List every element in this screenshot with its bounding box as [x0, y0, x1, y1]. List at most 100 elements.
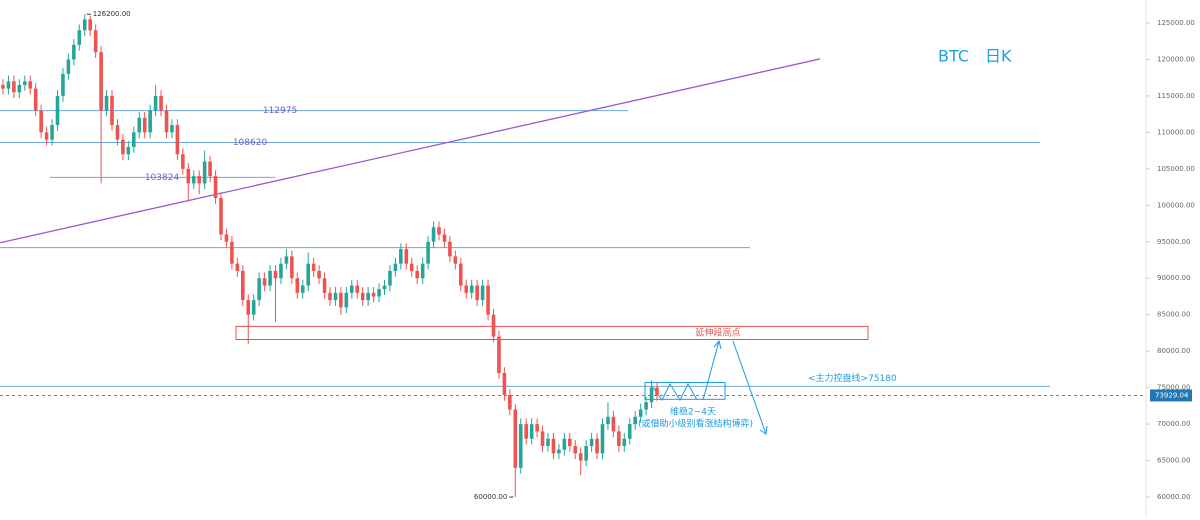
candle-body: [191, 176, 196, 184]
candle-body: [551, 438, 556, 454]
level-label: 112975: [263, 106, 297, 116]
zone-box: [235, 325, 869, 341]
candle-body: [622, 438, 627, 446]
candle-body: [137, 117, 142, 133]
candle-body: [306, 263, 310, 286]
candle-body: [562, 438, 567, 450]
candle-body: [644, 402, 648, 410]
y-tick-label: 85000.00: [1157, 311, 1190, 319]
candle-body: [627, 424, 632, 439]
candle-body: [300, 285, 305, 293]
y-tick-label: 120000.00: [1157, 55, 1195, 63]
candle-body: [611, 416, 616, 432]
candle-body: [633, 416, 637, 425]
candle-body: [23, 81, 27, 85]
candle-body: [502, 373, 507, 395]
candle-body: [415, 270, 419, 279]
candle-body: [110, 95, 114, 126]
candle-body: [442, 234, 447, 242]
candle-body: [61, 74, 65, 96]
y-tick-label: 95000.00: [1157, 238, 1190, 246]
candle-body: [88, 19, 92, 31]
y-tick-label: 75000.00: [1157, 384, 1190, 392]
candle-body: [459, 263, 463, 286]
candle-body: [431, 227, 436, 242]
candle-body: [257, 278, 261, 301]
candle-body: [540, 431, 545, 446]
candle-body: [491, 314, 496, 337]
candle-body: [355, 285, 360, 293]
low-label: 60000.00: [474, 493, 507, 501]
candle-body: [311, 263, 316, 271]
candle-body: [295, 278, 300, 293]
candle-body: [213, 176, 218, 199]
candle-body: [573, 445, 578, 454]
candle-body: [77, 30, 82, 45]
candle-body: [606, 416, 610, 425]
arrow-head: [713, 339, 722, 350]
candle-body: [66, 59, 71, 75]
candle-body: [524, 424, 528, 439]
y-tick-label: 70000.00: [1157, 420, 1190, 428]
candle-body: [486, 285, 490, 315]
candle-body: [44, 132, 49, 140]
candle-body: [322, 278, 327, 293]
candle-body: [197, 176, 201, 184]
candle-body: [508, 394, 512, 410]
candle-body: [115, 125, 120, 140]
candle-body: [121, 139, 125, 155]
candle-body: [148, 110, 152, 133]
candle-body: [99, 52, 103, 111]
candle-body: [230, 241, 234, 264]
y-tick-label: 100000.00: [1157, 201, 1195, 209]
candle-body: [426, 241, 430, 264]
level-label: 103824: [145, 173, 180, 183]
candle-body: [480, 285, 485, 301]
arrow-up: [702, 340, 720, 401]
candle-body: [535, 424, 539, 432]
candle-body: [371, 292, 376, 297]
level-label: 108620: [233, 138, 268, 148]
chart-title: BTC 日K: [938, 47, 1012, 66]
candle-body: [246, 300, 251, 315]
candle-body: [399, 249, 403, 264]
zone-label: 延伸段高点: [695, 326, 740, 338]
candle-body: [1, 84, 5, 89]
candle-body: [132, 132, 136, 147]
candle-body: [600, 424, 605, 454]
candle-body: [595, 438, 599, 454]
candle-body: [126, 146, 131, 155]
candle-body: [655, 387, 659, 395]
candle-body: [339, 292, 343, 308]
candle-body: [448, 241, 452, 257]
candle-body: [251, 300, 256, 315]
candle-body: [224, 234, 229, 242]
y-tick-label: 65000.00: [1157, 457, 1190, 465]
candle-body: [366, 292, 370, 301]
candle-body: [404, 249, 409, 264]
candle-body: [39, 110, 43, 133]
candle-body: [6, 81, 11, 89]
candle-body: [164, 110, 169, 133]
level-label: <主力控盘线>75180: [808, 372, 897, 384]
candle-body: [469, 285, 474, 293]
candle-body: [529, 424, 534, 439]
candle-body: [638, 409, 643, 417]
candle-body: [175, 125, 180, 155]
y-tick-label: 125000.00: [1157, 19, 1195, 27]
candle-body: [273, 270, 278, 279]
candle-body: [360, 292, 365, 301]
candle-body: [55, 95, 60, 126]
candle-body: [513, 409, 518, 468]
candle-body: [104, 95, 109, 111]
candle-body: [262, 278, 267, 286]
candle-body: [617, 431, 621, 446]
candle-body: [557, 449, 561, 454]
candle-body: [186, 168, 191, 184]
arrow-head: [759, 425, 768, 435]
note: 维稳2~4天: [670, 406, 716, 418]
candle-body: [33, 88, 38, 111]
candle-body: [578, 453, 583, 461]
y-tick-label: 105000.00: [1157, 165, 1195, 173]
